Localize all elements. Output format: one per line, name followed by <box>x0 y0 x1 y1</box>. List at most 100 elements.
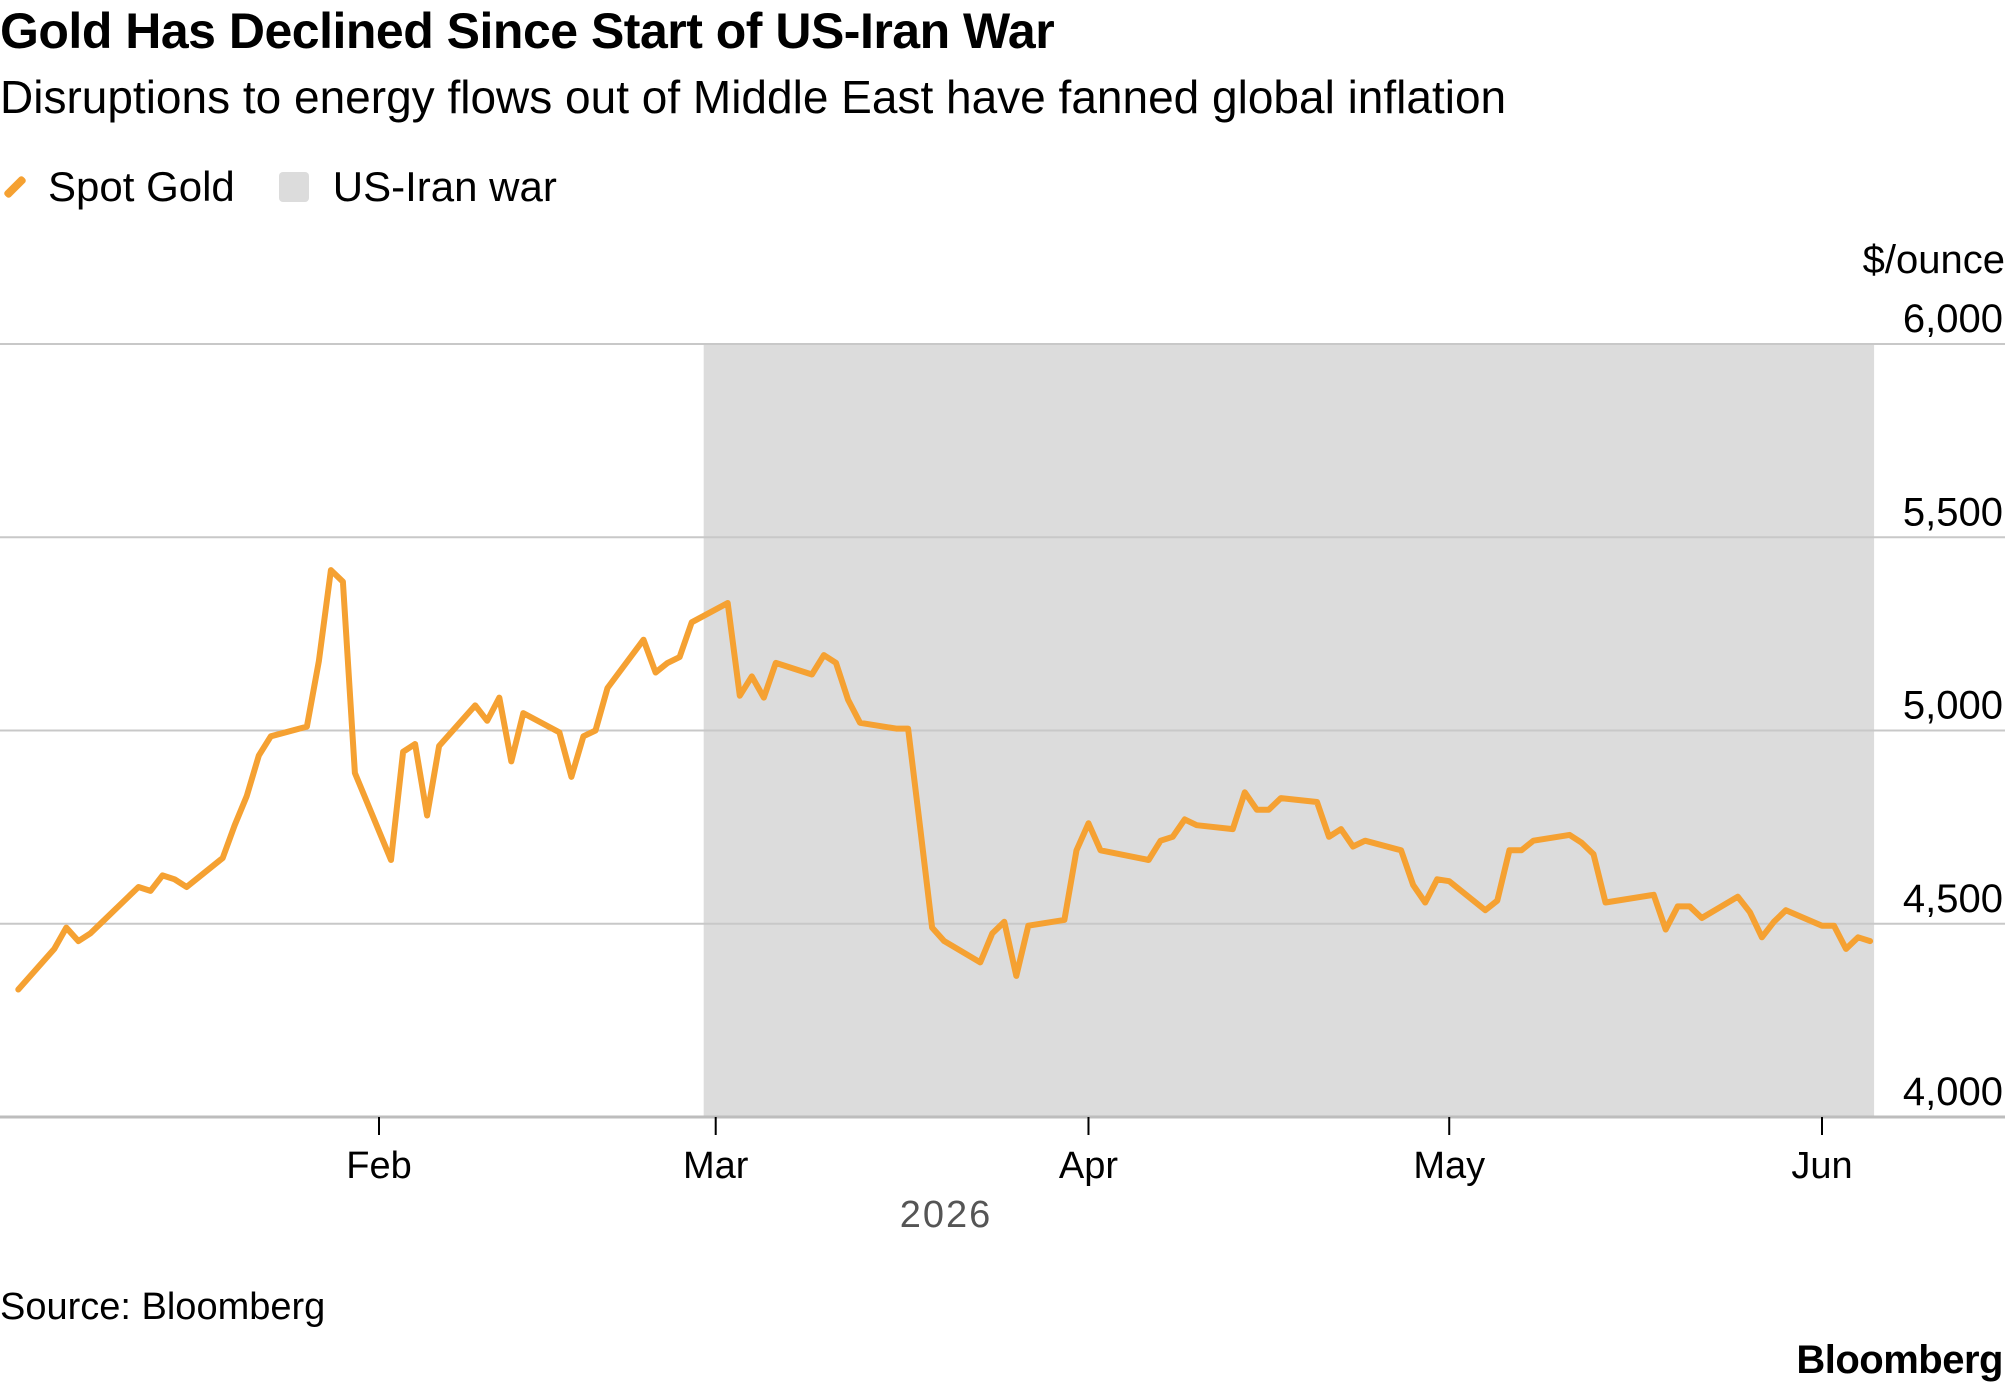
data-point-2026-05-28 <box>1771 919 1777 925</box>
data-point-2026-03-06 <box>773 660 779 666</box>
data-point-2026-01-15 <box>172 876 178 882</box>
data-point-2026-02-05 <box>424 813 430 818</box>
x-tick-label-may: May <box>1413 1145 1485 1187</box>
data-point-2026-03-13 <box>857 720 863 726</box>
data-point-2026-03-12 <box>845 697 851 703</box>
data-point-2026-01-28 <box>328 567 334 573</box>
data-point-2026-03-16 <box>893 726 899 732</box>
data-point-2026-05-25 <box>1735 894 1741 900</box>
data-point-2026-04-10 <box>1194 822 1200 828</box>
data-point-2026-04-09 <box>1182 816 1188 822</box>
data-point-2026-04-24 <box>1362 838 1368 844</box>
data-point-2026-02-13 <box>520 710 526 716</box>
data-point-2026-01-09 <box>99 919 105 925</box>
data-point-2026-05-07 <box>1518 847 1524 853</box>
data-point-2026-04-02 <box>1098 847 1103 853</box>
data-point-2026-05-19 <box>1663 927 1669 932</box>
data-point-2026-04-13 <box>1230 826 1236 832</box>
data-point-2026-02-24 <box>653 670 659 675</box>
data-point-2026-02-26 <box>677 654 683 660</box>
data-point-2026-05-18 <box>1651 892 1657 898</box>
data-point-2026-05-13 <box>1591 851 1596 857</box>
x-axis-year-label: 2026 <box>900 1194 993 1236</box>
legend-label-war: US-Iran war <box>332 163 557 210</box>
data-point-2026-05-01 <box>1446 878 1452 884</box>
data-point-2026-03-20 <box>941 938 947 944</box>
data-point-2026-04-23 <box>1350 844 1356 849</box>
data-point-2026-01-07 <box>75 938 81 944</box>
data-point-2026-04-08 <box>1170 834 1176 840</box>
data-point-2026-03-02 <box>725 600 731 606</box>
data-point-2026-04-01 <box>1086 820 1091 826</box>
data-point-2026-03-30 <box>1061 917 1067 923</box>
y-tick-label-5500: 5,500 <box>1903 490 2003 534</box>
y-tick-label-4500: 4,500 <box>1903 877 2003 921</box>
data-point-2026-02-10 <box>484 718 490 724</box>
data-point-2026-04-17 <box>1278 795 1284 801</box>
data-point-2026-03-10 <box>821 652 827 658</box>
data-point-2026-02-17 <box>568 774 574 780</box>
data-point-2026-05-12 <box>1579 840 1584 846</box>
data-point-2026-04-06 <box>1146 857 1152 863</box>
data-point-2026-02-03 <box>400 749 406 755</box>
data-point-2026-03-19 <box>929 925 935 931</box>
y-tick-label-6000: 6,000 <box>1903 297 2003 341</box>
data-point-2026-05-11 <box>1567 832 1572 838</box>
data-point-2026-05-14 <box>1603 900 1608 905</box>
data-point-2026-01-05 <box>51 946 57 952</box>
data-point-2026-01-13 <box>148 888 153 894</box>
data-point-2026-02-25 <box>665 660 671 666</box>
legend: Spot Gold US-Iran war <box>0 162 601 212</box>
data-point-2026-02-06 <box>436 743 442 749</box>
data-point-2026-06-02 <box>1831 923 1837 929</box>
data-point-2026-02-23 <box>641 637 646 643</box>
data-point-2026-04-07 <box>1158 838 1164 844</box>
data-point-2026-05-04 <box>1482 907 1488 913</box>
data-point-2026-05-21 <box>1687 903 1693 909</box>
data-point-2026-04-21 <box>1326 834 1332 840</box>
data-point-2026-04-14 <box>1242 789 1248 795</box>
data-point-2026-01-21 <box>244 793 250 799</box>
source-note: Source: Bloomberg <box>0 1286 326 1328</box>
data-point-2026-01-23 <box>268 733 274 739</box>
data-point-2026-02-16 <box>556 729 562 735</box>
data-point-2026-01-27 <box>316 658 322 664</box>
data-point-2026-02-18 <box>580 733 586 739</box>
data-point-2026-02-12 <box>508 758 514 764</box>
data-point-2026-01-26 <box>304 724 310 730</box>
data-point-2026-02-02 <box>388 857 394 863</box>
data-point-2026-01-29 <box>340 579 346 585</box>
data-point-2026-01-22 <box>256 753 262 759</box>
data-point-2026-04-27 <box>1398 847 1404 853</box>
y-tick-label-4000: 4,000 <box>1903 1070 2003 1114</box>
chart-title: Gold Has Declined Since Start of US-Iran… <box>0 3 1055 59</box>
data-point-2026-02-20 <box>605 685 610 691</box>
data-point-2026-03-05 <box>761 695 767 701</box>
chart-subtitle: Disruptions to energy flows out of Middl… <box>0 71 1507 123</box>
data-point-2026-05-22 <box>1699 915 1705 921</box>
data-point-2026-05-29 <box>1783 907 1789 913</box>
data-point-2026-06-01 <box>1819 923 1825 929</box>
data-point-2026-02-04 <box>412 741 418 747</box>
data-point-2026-03-04 <box>749 673 755 679</box>
data-point-2026-03-26 <box>1013 973 1019 979</box>
data-point-2026-03-24 <box>989 930 995 936</box>
data-point-2026-05-26 <box>1747 909 1753 915</box>
data-point-2026-04-16 <box>1266 807 1272 813</box>
data-point-2026-01-19 <box>220 855 226 861</box>
y-axis-unit-label: $/ounce <box>1862 238 2005 282</box>
data-point-2026-06-03 <box>1843 946 1849 952</box>
x-tick-label-apr: Apr <box>1059 1145 1118 1187</box>
data-point-2026-01-20 <box>232 822 238 828</box>
data-point-2026-01-12 <box>136 884 141 890</box>
data-point-2026-03-03 <box>737 693 743 699</box>
data-point-2026-06-05 <box>1867 938 1873 944</box>
y-tick-label-5000: 5,000 <box>1903 684 2003 728</box>
data-point-2026-03-11 <box>833 660 839 666</box>
data-point-2026-02-11 <box>496 695 502 701</box>
data-point-2026-02-19 <box>593 728 598 733</box>
x-tick-label-feb: Feb <box>346 1145 411 1187</box>
data-point-2026-05-27 <box>1759 934 1765 940</box>
data-point-2026-04-20 <box>1314 799 1320 805</box>
